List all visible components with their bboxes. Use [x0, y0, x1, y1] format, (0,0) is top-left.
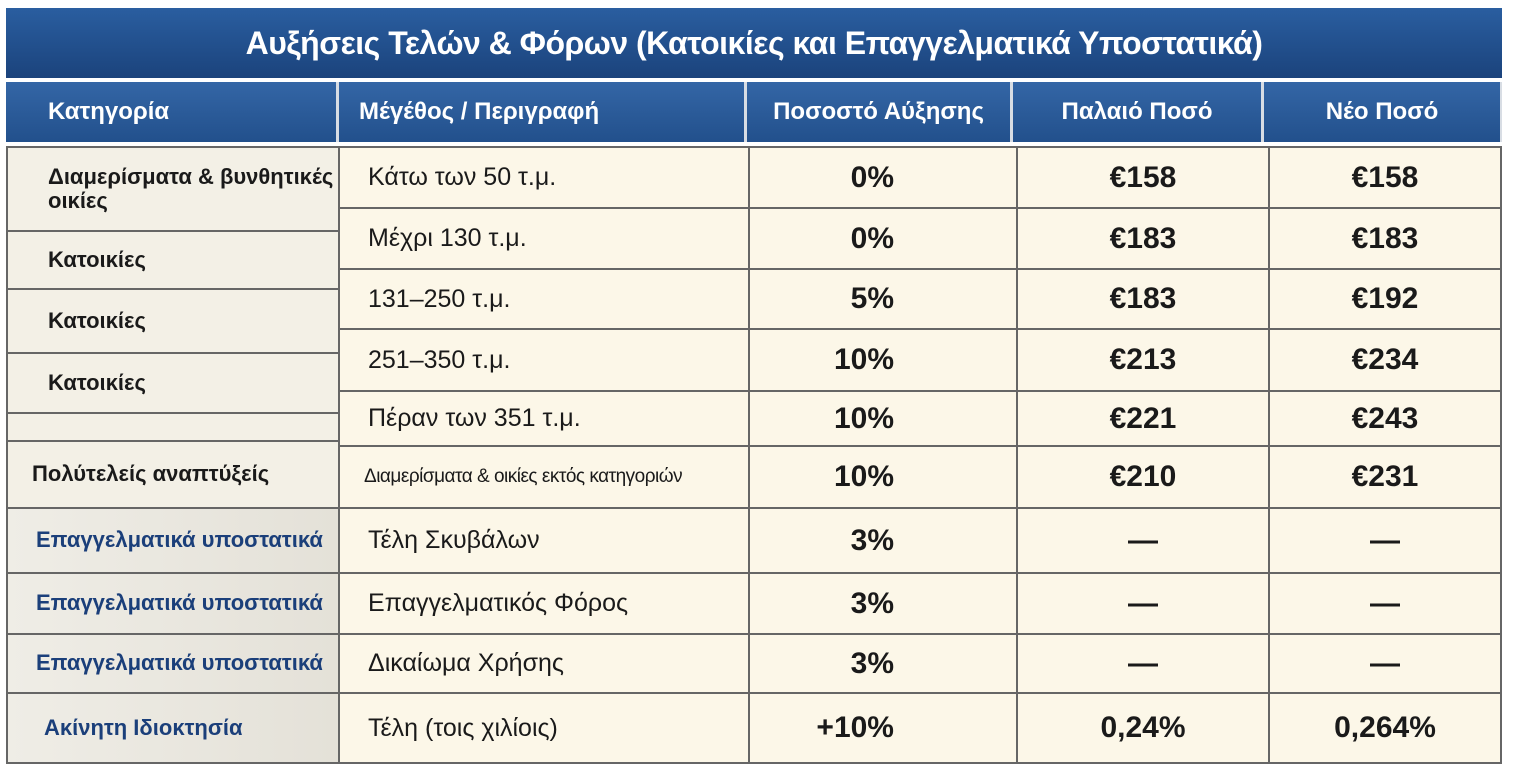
table-row: Πέραν των 351 τ.μ. 10% €221 €243	[340, 392, 1500, 447]
increase: 3%	[750, 574, 1018, 633]
header-category: Κατηγορία	[6, 82, 336, 142]
old-amount: €221	[1018, 392, 1270, 445]
description: Επαγγελματικός Φόρος	[340, 574, 750, 633]
table-row: Κάτω των 50 τ.μ. 0% €158 €158	[340, 148, 1500, 209]
table-row: Δικαίωμα Χρήσης 3% — —	[340, 635, 1500, 694]
increase: 10%	[750, 330, 1018, 390]
old-amount: €183	[1018, 270, 1270, 328]
new-amount: —	[1370, 586, 1400, 620]
description: 251–350 τ.μ.	[340, 330, 750, 390]
description: 131–250 τ.μ.	[340, 270, 750, 328]
description: Τέλη Σκυβάλων	[340, 509, 750, 572]
new-amount: —	[1370, 646, 1400, 680]
old-amount: 0,24%	[1018, 694, 1270, 762]
header-new-amount: Νέο Ποσό	[1264, 82, 1500, 142]
new-amount: €243	[1351, 401, 1419, 435]
old-amount: €183	[1018, 209, 1270, 268]
old-amount: —	[1018, 509, 1270, 572]
increase: 5%	[750, 270, 1018, 328]
description: Πέραν των 351 τ.μ.	[340, 392, 750, 445]
table-row: 131–250 τ.μ. 5% €183 €192	[340, 270, 1500, 330]
header-description: Μέγέθος / Περιγραφή	[339, 82, 744, 142]
description: Τέλη (τοις χιλίοις)	[340, 694, 750, 762]
description: Διαμερίσματα & οικίες εκτός κατηγοριών	[340, 447, 750, 507]
category-cell	[8, 414, 338, 442]
new-amount: €183	[1351, 221, 1419, 255]
category-column: Διαμερίσματα & βυνθητικές οικίες Κατοικί…	[6, 146, 338, 764]
category-cell: Κατοικίες	[8, 354, 338, 414]
increase: 3%	[750, 509, 1018, 572]
category-cell: Κατοικίες	[8, 290, 338, 354]
old-amount: €213	[1018, 330, 1270, 390]
new-amount: 0,264%	[1334, 711, 1436, 744]
old-amount: —	[1018, 574, 1270, 633]
header-increase: Ποσοστό Αύξησης	[747, 82, 1010, 142]
increase: 3%	[750, 635, 1018, 692]
new-amount: €231	[1351, 460, 1419, 493]
category-cell: Πολύτελείς αναπτύξείς	[8, 442, 338, 509]
increase: 0%	[750, 148, 1018, 207]
table-header: Κατηγορία Μέγέθος / Περιγραφή Ποσοστό Αύ…	[6, 82, 1502, 142]
table-title: Αυξήσεις Τελών & Φόρων (Κατοικίες και Επ…	[6, 8, 1502, 78]
category-cell: Ακίνητη Ιδιοκτησία	[8, 694, 338, 762]
old-amount: €210	[1018, 447, 1270, 507]
new-amount: —	[1370, 523, 1400, 557]
table-row: Μέχρι 130 τ.μ. 0% €183 €183	[340, 209, 1500, 270]
description: Δικαίωμα Χρήσης	[340, 635, 750, 692]
old-amount: —	[1018, 635, 1270, 692]
category-cell: Κατοικίες	[8, 232, 338, 290]
old-amount: €158	[1018, 148, 1270, 207]
table-row: Διαμερίσματα & οικίες εκτός κατηγοριών 10…	[340, 447, 1500, 509]
new-amount: €192	[1351, 282, 1419, 315]
table-row: Επαγγελματικός Φόρος 3% — —	[340, 574, 1500, 635]
increase: +10%	[750, 694, 1018, 762]
table-row: Τέλη Σκυβάλων 3% — —	[340, 509, 1500, 574]
table-row: 251–350 τ.μ. 10% €213 €234	[340, 330, 1500, 392]
increase: 0%	[750, 209, 1018, 268]
increase: 10%	[750, 392, 1018, 445]
description: Μέχρι 130 τ.μ.	[340, 209, 750, 268]
table-body: Κάτω των 50 τ.μ. 0% €158 €158 Μέχρι 130 τ.μ…	[338, 146, 1502, 764]
header-old-amount: Παλαιό Ποσό	[1013, 82, 1261, 142]
category-cell: Επαγγελματικά υποστατικά	[8, 635, 338, 694]
category-cell: Διαμερίσματα & βυνθητικές οικίες	[8, 148, 338, 232]
new-amount: €158	[1351, 160, 1419, 194]
new-amount: €234	[1351, 343, 1419, 376]
increase: 10%	[750, 447, 1018, 507]
category-cell: Επαγγελματικά υποστατικά	[8, 574, 338, 635]
table-row: Τέλη (τοις χιλίοις) +10% 0,24% 0,264%	[340, 694, 1500, 762]
description: Κάτω των 50 τ.μ.	[340, 148, 750, 207]
category-cell: Επαγγελματικά υποστατικά	[8, 509, 338, 574]
